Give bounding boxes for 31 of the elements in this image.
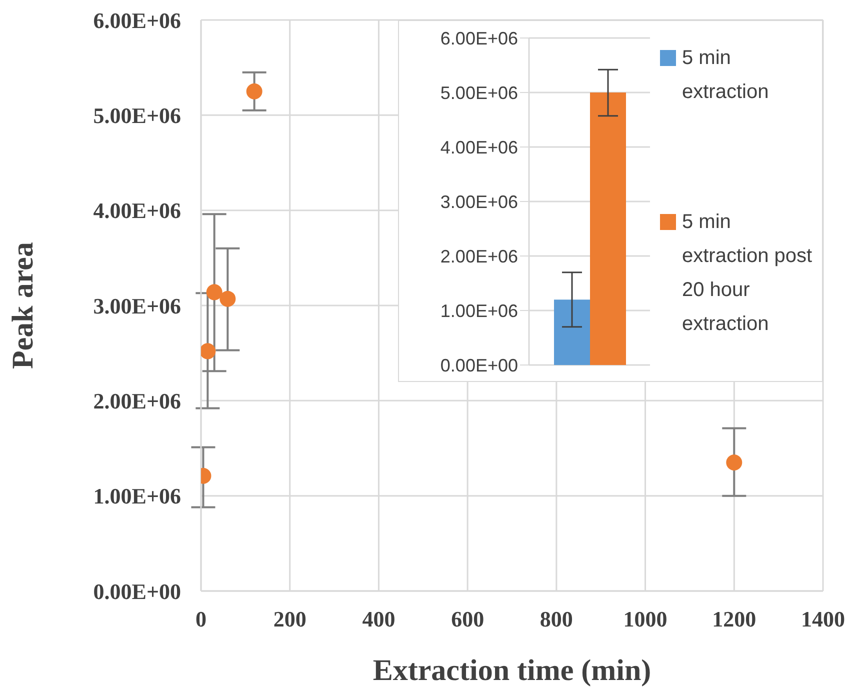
point xyxy=(220,290,236,307)
y-tick-label: 2.00E+06 xyxy=(440,246,518,266)
y-tick-label: 6.00E+06 xyxy=(93,8,181,33)
y-tick-label: 3.00E+06 xyxy=(440,192,518,212)
legend-label: 5 min extraction post 20 hour extraction xyxy=(682,210,814,337)
y-tick-label: 3.00E+06 xyxy=(93,293,181,318)
x-tick-label: 1000 xyxy=(623,606,668,632)
y-tick-label: 5.00E+06 xyxy=(93,102,181,128)
y-tick-label: 1.00E+06 xyxy=(440,300,518,321)
y-tick-label: 2.00E+06 xyxy=(93,388,181,414)
y-tick-label: 1.00E+06 xyxy=(93,484,181,509)
x-tick-label: 200 xyxy=(273,606,306,632)
x-tick-label: 600 xyxy=(451,606,484,632)
y-axis-title: Peak area xyxy=(6,242,40,369)
y-tick-label: 0.00E+00 xyxy=(440,355,518,376)
y-tick-label: 4.00E+06 xyxy=(93,198,181,224)
legend-label: 5 min extraction xyxy=(682,46,770,105)
x-tick-label: 1200 xyxy=(712,606,756,632)
x-tick-label: 800 xyxy=(540,606,573,632)
x-axis-title: Extraction time (min) xyxy=(372,654,652,687)
x-tick-label: 1400 xyxy=(801,606,845,632)
point xyxy=(206,284,222,300)
point xyxy=(246,83,262,100)
point xyxy=(726,454,742,471)
y-tick-label: 0.00E+00 xyxy=(93,578,181,604)
point xyxy=(201,343,216,360)
x-tick-label: 0 xyxy=(196,606,206,632)
y-tick-label: 5.00E+06 xyxy=(440,82,518,103)
y-tick-label: 4.00E+06 xyxy=(440,137,518,158)
x-tick-label: 400 xyxy=(362,606,396,632)
y-tick-label: 6.00E+06 xyxy=(440,28,518,48)
